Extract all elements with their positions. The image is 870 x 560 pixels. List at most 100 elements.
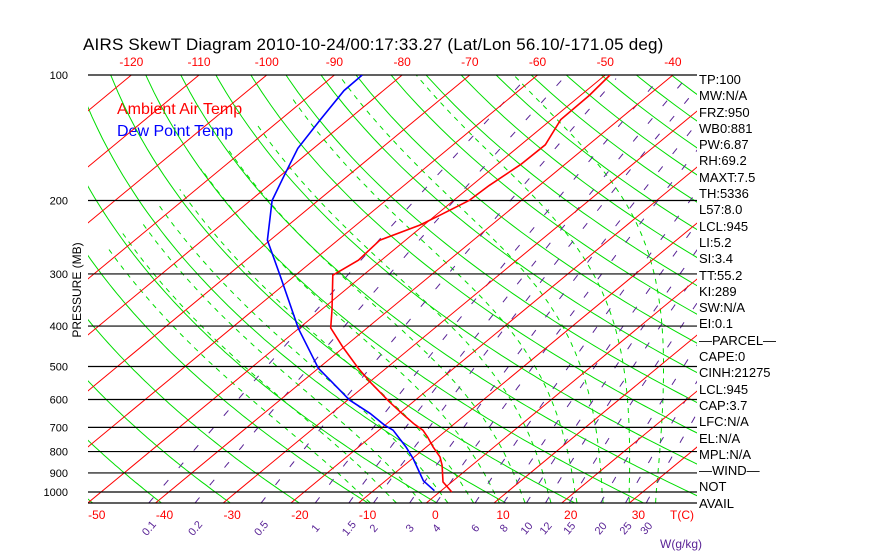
- stat-item: EL:N/A: [699, 430, 741, 446]
- mixing-ratio-line: [194, 78, 564, 503]
- stat-item: MAXT:7.5: [699, 169, 756, 185]
- mixing-ratio-tick-label: 2: [368, 522, 381, 534]
- mixing-ratio-tick-label: 4: [430, 522, 443, 534]
- top-temp-tick-label: -40: [664, 55, 682, 69]
- moist-adiabat-line: [513, 75, 664, 503]
- moist-adiabat-line: [200, 168, 500, 503]
- moist-adiabat-line: [140, 220, 423, 503]
- dry-adiabat-line: [530, 75, 697, 203]
- mixing-ratio-line: [373, 87, 697, 503]
- mixing-ratio-line: [625, 380, 697, 503]
- stat-item: SW:N/A: [699, 300, 745, 316]
- stat-item: WB0:881: [699, 120, 753, 136]
- stat-item: MPL:N/A: [699, 446, 752, 462]
- pressure-tick-label: 100: [50, 70, 68, 82]
- isotherm-line: [88, 75, 471, 392]
- dry-adiabat-line: [0, 75, 24, 503]
- dewpoint-profile: [266, 75, 435, 492]
- isotherm-line: [222, 110, 697, 503]
- mixing-ratio-line: [148, 78, 527, 503]
- isotherm-line: [425, 278, 697, 503]
- dry-adiabat-line: [460, 75, 697, 259]
- isotherm-line: [88, 75, 538, 448]
- mixing-ratio-line: [260, 78, 617, 503]
- legend-ambient-air-temp: Ambient Air Temp: [117, 101, 243, 118]
- stat-item: MW:N/A: [699, 88, 748, 104]
- stat-item: CAP:3.7: [699, 397, 748, 413]
- dry-adiabat-line: [600, 75, 697, 149]
- isotherm-line: [155, 75, 674, 503]
- dry-adiabat-line: [88, 318, 300, 503]
- dry-adiabat-line: [88, 254, 369, 503]
- dry-adiabat-line: [320, 75, 697, 374]
- isotherm-line: [290, 166, 697, 503]
- mixing-ratio-tick-label: 12: [538, 520, 555, 537]
- dry-adiabat-line: [355, 75, 697, 344]
- bottom-temp-tick-label: 10: [496, 508, 510, 522]
- top-temp-tick-label: -50: [597, 55, 615, 69]
- stat-item: CINH:21275: [699, 365, 771, 381]
- stability-indices-panel: TP:100 MW:N/A FRZ:950 WB0:881 PW:6.87 RH:69.2…: [699, 72, 776, 512]
- pressure-tick-label: 1000: [44, 487, 68, 499]
- isotherm-line: [493, 334, 697, 503]
- mixing-ratio-tick-label: 25: [618, 520, 635, 537]
- moist-adiabat-line: [338, 75, 604, 503]
- stat-item: LCL:945: [699, 218, 749, 234]
- bottom-temp-tick-label: -50: [88, 508, 106, 522]
- top-temp-tick-label: -110: [187, 55, 210, 69]
- pressure-tick-label: 500: [50, 361, 68, 373]
- stat-item: LCL:945: [699, 381, 749, 397]
- stat-item: TT:55.2: [699, 267, 743, 283]
- dry-adiabat-line: [250, 75, 697, 434]
- mixing-ratio-line: [314, 78, 660, 503]
- dry-adiabat-line: [88, 439, 162, 503]
- isotherm-line: [88, 75, 335, 280]
- stat-item: EI:0.1: [699, 316, 733, 332]
- stat-item: SI:3.4: [699, 251, 733, 267]
- moist-adiabat-line: [257, 125, 552, 503]
- dry-adiabat-line: [88, 498, 93, 503]
- mixing-ratio-tick-label: 1.5: [340, 519, 359, 538]
- mixing-ratio-tick-label: 10: [519, 520, 536, 537]
- ambient-temp-profile: [329, 75, 611, 493]
- dry-adiabat-line: [495, 75, 697, 231]
- pressure-tick-label: 300: [50, 269, 68, 281]
- stat-item: —PARCEL—: [699, 332, 777, 348]
- chart-title: AIRS SkewT Diagram 2010-10-24/00:17:33.2…: [83, 35, 664, 54]
- stat-item: FRZ:950: [699, 104, 750, 120]
- stat-item: KI:289: [699, 283, 737, 299]
- stat-item: RH:69.2: [699, 153, 747, 169]
- reference-lines: [0, 75, 697, 503]
- moist-adiabat-line: [157, 203, 449, 503]
- top-temp-tick-label: -90: [326, 55, 344, 69]
- isotherm-line: [561, 390, 697, 503]
- isotherm-line: [358, 222, 697, 503]
- isotherm-line: [88, 75, 403, 336]
- dry-adiabat-line: [671, 75, 697, 96]
- bottom-temp-tick-label: 20: [564, 508, 578, 522]
- stat-item: L57:8.0: [699, 202, 743, 218]
- mixing-ratio-tick-label: 3: [404, 522, 417, 534]
- isotherm-line: [696, 502, 697, 503]
- dry-adiabat-line: [285, 75, 697, 404]
- mixing-ratio-tick-label: 0.2: [186, 519, 205, 538]
- mixing-ratio-tick-label: 0.5: [252, 519, 271, 538]
- bottom-temp-tick-label: 0: [432, 508, 439, 522]
- stat-item: TP:100: [699, 72, 741, 87]
- mixing-ratio-tick-label: 1: [309, 522, 322, 534]
- stat-item: —WIND—: [699, 463, 760, 479]
- mixing-ratio-line: [568, 302, 697, 503]
- bottom-temp-tick-label: -30: [224, 508, 242, 522]
- top-temp-tick-label: -80: [393, 55, 411, 69]
- moist-adiabat-line: [228, 150, 526, 503]
- stat-item: CAPE:0: [699, 349, 746, 365]
- mixing-ratio-line: [435, 149, 697, 503]
- moist-adiabat-line: [107, 247, 371, 503]
- pressure-grid: [88, 74, 697, 504]
- isotherm-line: [88, 75, 200, 168]
- stat-item: NOT: [699, 479, 727, 495]
- mixing-ratio-tick-label: 15: [561, 520, 578, 537]
- stat-item: PW:6.87: [699, 137, 749, 153]
- dry-adiabat-line: [215, 75, 697, 465]
